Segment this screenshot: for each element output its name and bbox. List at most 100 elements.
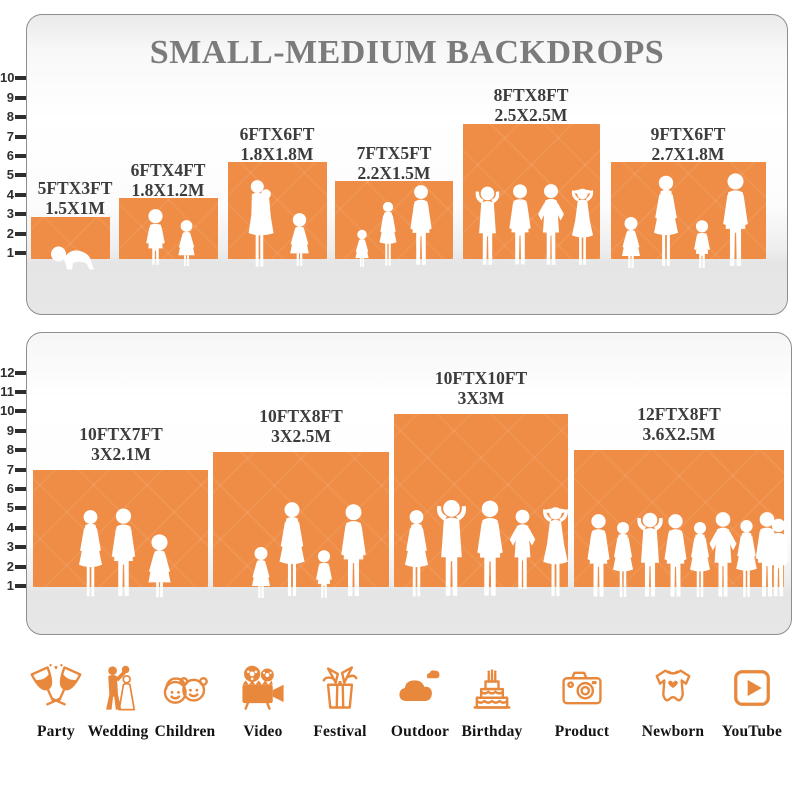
- outdoor-icon: [399, 670, 440, 701]
- backdrop-label-10ftx8ft: 10FTX8FT 3X2.5M: [216, 406, 386, 446]
- tick-mark: [15, 115, 26, 119]
- man-silhouette: [106, 507, 141, 601]
- woman-silhouette: [73, 509, 108, 601]
- category-label: Wedding: [87, 723, 149, 740]
- baby-crawling-silhouette: [49, 241, 99, 271]
- man-arms-up-silhouette: [429, 498, 474, 601]
- size-label-ft: 7FTX5FT: [356, 143, 432, 163]
- ruler-tick-top-6: 6: [0, 148, 26, 164]
- tick-mark: [15, 429, 26, 433]
- girl-silhouette: [284, 212, 315, 269]
- man-silhouette: [335, 503, 372, 601]
- category-newborn: Newborn: [627, 658, 719, 741]
- man-silhouette: [763, 517, 794, 601]
- tick-mark: [15, 448, 26, 452]
- backdrop-6ftx6ft: [228, 162, 327, 259]
- size-label-ft: 10FTX8FT: [259, 406, 343, 426]
- category-label: Birthday: [461, 723, 523, 740]
- ruler-tick-bottom-12: 12: [0, 365, 26, 381]
- tick-mark: [15, 565, 26, 569]
- backdrop-7ftx5ft: [335, 181, 453, 259]
- tick-mark: [15, 468, 26, 472]
- tick-mark: [15, 371, 26, 375]
- video-icon: [242, 665, 284, 710]
- small-medium-panel: SMALL-MEDIUM BACKDROPS 5FTX3FT 1.5X1M 6F…: [26, 14, 788, 315]
- category-label: Newborn: [641, 723, 705, 740]
- birthday-icon: [473, 669, 511, 709]
- girl-silhouette: [616, 216, 646, 271]
- ruler-tick-top-1: 1: [0, 245, 26, 261]
- ruler-tick-top-9: 9: [0, 90, 26, 106]
- category-label: Product: [554, 723, 610, 740]
- category-outdoor: Outdoor: [374, 658, 466, 741]
- tick-mark: [15, 96, 26, 100]
- backdrop-label-10ftx7ft: 10FTX7FT 3X2.1M: [36, 424, 206, 464]
- children-icon: [163, 677, 208, 704]
- ruler-tick-bottom-1: 1: [0, 578, 26, 594]
- child-silhouette: [688, 219, 716, 271]
- ruler-tick-bottom-7: 7: [0, 462, 26, 478]
- backdrop-label-12ftx8ft: 12FTX8FT 3.6X2.5M: [594, 404, 764, 444]
- youtube-icon: [734, 670, 770, 706]
- tick-mark: [15, 193, 26, 197]
- category-youtube: YouTube: [706, 658, 798, 741]
- tick-mark: [15, 526, 26, 530]
- size-label-m: 2.7X1.8M: [651, 143, 725, 164]
- category-party: Party: [10, 658, 102, 741]
- ruler-tick-top-2: 2: [0, 226, 26, 242]
- category-label: Party: [36, 723, 75, 740]
- size-label-m: 1.8X1.2M: [131, 179, 205, 200]
- woman-with-hat-silhouette: [534, 503, 577, 601]
- category-label: Outdoor: [390, 723, 450, 740]
- size-label-m: 3.6X2.5M: [642, 423, 716, 444]
- tick-mark: [15, 212, 26, 216]
- size-label-ft: 6FTX4FT: [130, 160, 206, 180]
- ruler-tick-bottom-9: 9: [0, 423, 26, 439]
- size-label-m: 3X3M: [457, 387, 505, 408]
- backdrop-label-5ftx3ft: 5FTX3FT 1.5X1M: [0, 178, 160, 218]
- category-label: YouTube: [721, 723, 783, 740]
- large-panel: 10FTX7FT 3X2.1M 10FTX8FT 3X2.5M 10FTX10F…: [26, 332, 792, 635]
- size-label-m: 1.8X1.8M: [240, 143, 314, 164]
- child-silhouette: [310, 549, 338, 601]
- tick-mark: [15, 76, 26, 80]
- tick-mark: [15, 251, 26, 255]
- backdrop-label-6ftx6ft: 6FTX6FT 1.8X1.8M: [192, 124, 362, 164]
- size-label-m: 2.5X2.5M: [494, 104, 568, 125]
- festival-icon: [322, 666, 358, 709]
- ruler-tick-bottom-2: 2: [0, 559, 26, 575]
- size-label-m: 2.2X1.5M: [357, 162, 431, 183]
- girl-silhouette: [246, 546, 276, 601]
- size-label-ft: 6FTX6FT: [239, 124, 315, 144]
- ruler-tick-top-8: 8: [0, 109, 26, 125]
- wedding-icon: [106, 665, 136, 711]
- category-birthday: Birthday: [446, 658, 538, 741]
- size-label-m: 3X2.5M: [271, 425, 331, 446]
- size-label-ft: 10FTX10FT: [434, 368, 528, 388]
- category-label: Video: [243, 723, 283, 740]
- category-product: Product: [536, 658, 628, 741]
- category-video: Video: [217, 658, 309, 741]
- size-label-ft: 9FTX6FT: [650, 124, 726, 144]
- man-arms-up-silhouette: [469, 185, 506, 269]
- size-label-ft: 8FTX8FT: [493, 85, 569, 105]
- girl-silhouette: [173, 219, 200, 269]
- woman-silhouette: [648, 174, 684, 271]
- ruler-tick-bottom-8: 8: [0, 442, 26, 458]
- girl-silhouette: [141, 533, 178, 601]
- size-label-m: 1.5X1M: [45, 197, 105, 218]
- ruler-tick-bottom-6: 6: [0, 481, 26, 497]
- backdrop-label-6ftx4ft: 6FTX4FT 1.8X1.2M: [83, 160, 253, 200]
- backdrop-label-8ftx8ft: 8FTX8FT 2.5X2.5M: [446, 85, 616, 125]
- backdrop-label-9ftx6ft: 9FTX6FT 2.7X1.8M: [603, 124, 773, 164]
- category-label: Festival: [313, 723, 367, 740]
- category-wedding: Wedding: [72, 658, 164, 741]
- tick-mark: [15, 487, 26, 491]
- size-label-m: 3X2.1M: [91, 443, 151, 464]
- ruler-tick-top-7: 7: [0, 129, 26, 145]
- page-title: SMALL-MEDIUM BACKDROPS: [149, 34, 665, 71]
- tick-mark: [15, 584, 26, 588]
- size-label-ft: 10FTX7FT: [79, 424, 163, 444]
- category-children: Children: [139, 658, 231, 741]
